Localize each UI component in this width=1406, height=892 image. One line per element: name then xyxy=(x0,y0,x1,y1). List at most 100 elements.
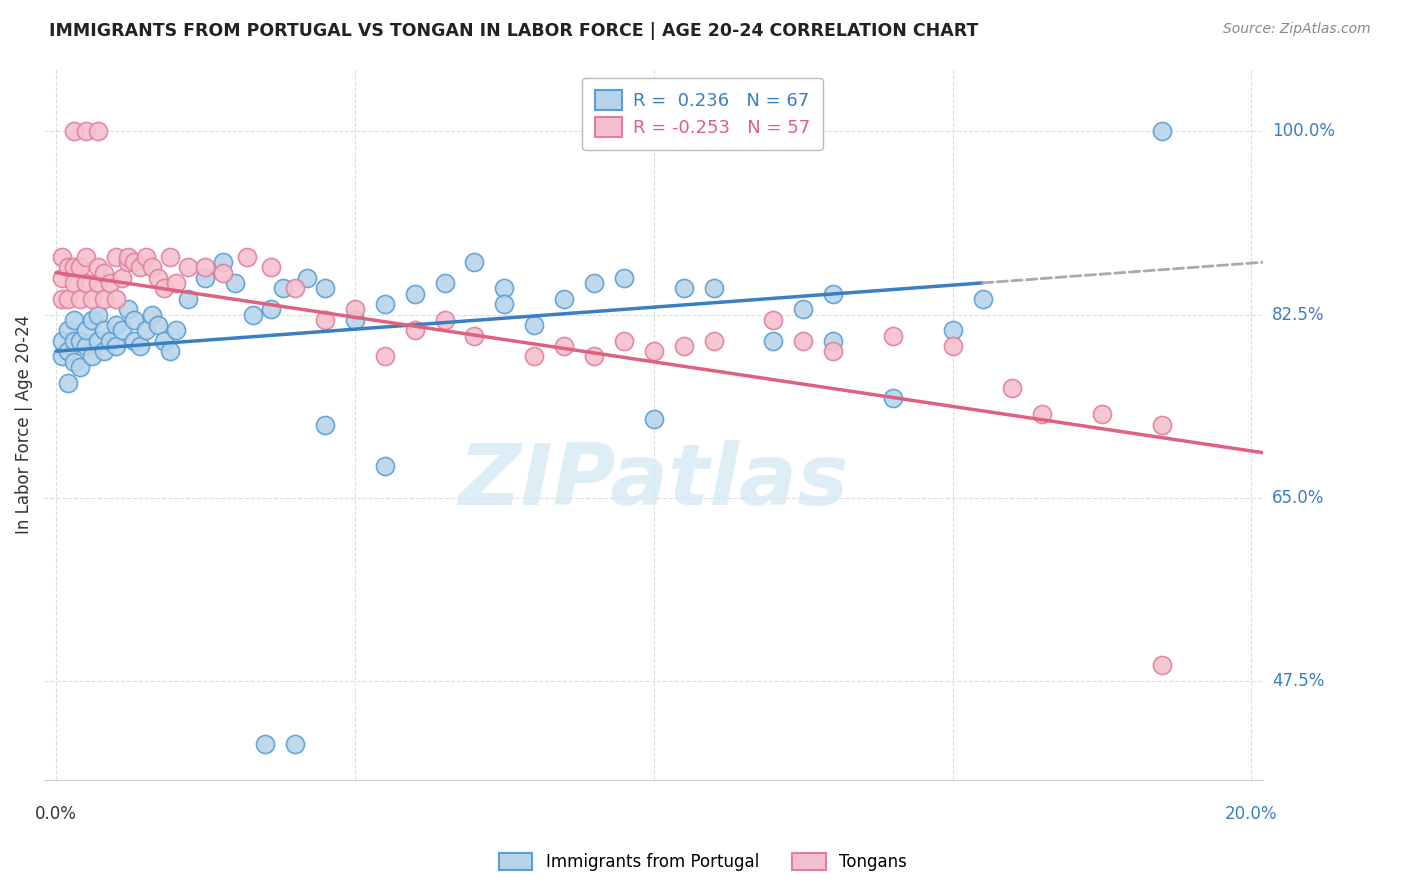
Point xyxy=(1150,124,1173,138)
Point xyxy=(494,297,516,311)
Point xyxy=(75,276,97,290)
Point xyxy=(80,350,103,364)
Point xyxy=(104,339,127,353)
Point xyxy=(823,286,845,301)
Point xyxy=(1031,407,1053,421)
Point xyxy=(75,124,97,138)
Point xyxy=(152,281,174,295)
Point xyxy=(1150,658,1173,673)
Point xyxy=(122,334,145,348)
Point xyxy=(80,313,103,327)
Point xyxy=(111,323,134,337)
Point xyxy=(643,412,665,426)
Point xyxy=(374,350,396,364)
Point xyxy=(823,344,845,359)
Point xyxy=(80,292,103,306)
Point xyxy=(56,323,79,337)
Point xyxy=(104,292,127,306)
Point xyxy=(56,376,79,390)
Point xyxy=(374,297,396,311)
Point xyxy=(152,334,174,348)
Point xyxy=(882,392,904,406)
Point xyxy=(63,276,86,290)
Point xyxy=(69,334,91,348)
Point xyxy=(98,334,121,348)
Point xyxy=(194,271,217,285)
Text: 47.5%: 47.5% xyxy=(1272,672,1324,690)
Point xyxy=(792,334,814,348)
Point xyxy=(343,313,366,327)
Point xyxy=(93,266,115,280)
Point xyxy=(146,318,169,332)
Point xyxy=(314,313,336,327)
Point xyxy=(523,318,546,332)
Point xyxy=(823,334,845,348)
Text: ZIPatlas: ZIPatlas xyxy=(458,440,849,523)
Point xyxy=(271,281,294,295)
Point xyxy=(104,250,127,264)
Point xyxy=(194,260,217,275)
Point xyxy=(882,328,904,343)
Point xyxy=(314,281,336,295)
Point xyxy=(1091,407,1114,421)
Point xyxy=(159,344,181,359)
Point xyxy=(260,260,283,275)
Point xyxy=(972,292,994,306)
Point xyxy=(643,344,665,359)
Point xyxy=(236,250,259,264)
Point xyxy=(51,271,73,285)
Text: 82.5%: 82.5% xyxy=(1272,306,1324,324)
Point xyxy=(672,281,695,295)
Point xyxy=(463,255,485,269)
Point xyxy=(93,344,115,359)
Point xyxy=(463,328,485,343)
Point xyxy=(87,334,110,348)
Point xyxy=(433,276,456,290)
Point xyxy=(122,313,145,327)
Text: 65.0%: 65.0% xyxy=(1272,489,1324,507)
Point xyxy=(494,281,516,295)
Point xyxy=(404,323,426,337)
Y-axis label: In Labor Force | Age 20-24: In Labor Force | Age 20-24 xyxy=(15,315,32,534)
Point xyxy=(93,292,115,306)
Point xyxy=(582,350,605,364)
Point xyxy=(374,459,396,474)
Point xyxy=(51,292,73,306)
Point xyxy=(942,323,965,337)
Point xyxy=(224,276,246,290)
Point xyxy=(159,250,181,264)
Point xyxy=(672,339,695,353)
Point xyxy=(56,292,79,306)
Point xyxy=(63,354,86,368)
Point xyxy=(69,260,91,275)
Point xyxy=(284,281,307,295)
Point xyxy=(56,260,79,275)
Point xyxy=(135,250,157,264)
Point xyxy=(165,323,187,337)
Point xyxy=(51,250,73,264)
Point xyxy=(295,271,318,285)
Point xyxy=(762,313,785,327)
Point xyxy=(433,313,456,327)
Point xyxy=(69,292,91,306)
Point xyxy=(284,737,307,751)
Point xyxy=(117,302,139,317)
Point xyxy=(1001,381,1024,395)
Point xyxy=(128,339,150,353)
Point xyxy=(582,276,605,290)
Point xyxy=(1150,417,1173,432)
Legend: R =  0.236   N = 67, R = -0.253   N = 57: R = 0.236 N = 67, R = -0.253 N = 57 xyxy=(582,78,823,150)
Point xyxy=(553,292,575,306)
Point xyxy=(404,286,426,301)
Point xyxy=(104,318,127,332)
Text: IMMIGRANTS FROM PORTUGAL VS TONGAN IN LABOR FORCE | AGE 20-24 CORRELATION CHART: IMMIGRANTS FROM PORTUGAL VS TONGAN IN LA… xyxy=(49,22,979,40)
Point xyxy=(523,350,546,364)
Point xyxy=(176,260,198,275)
Point xyxy=(56,344,79,359)
Point xyxy=(176,292,198,306)
Point xyxy=(254,737,277,751)
Text: Source: ZipAtlas.com: Source: ZipAtlas.com xyxy=(1223,22,1371,37)
Point xyxy=(75,250,97,264)
Point xyxy=(146,271,169,285)
Point xyxy=(141,308,163,322)
